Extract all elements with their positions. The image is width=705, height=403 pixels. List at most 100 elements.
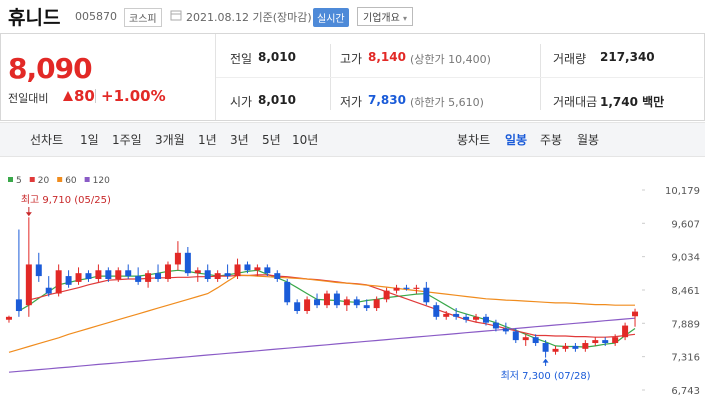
- candle-body: [125, 270, 132, 277]
- period-tab[interactable]: 3년: [230, 133, 249, 147]
- period-tab[interactable]: 3개월: [155, 133, 185, 147]
- stat-label: 거래량: [553, 52, 587, 66]
- candle-body: [522, 337, 529, 341]
- legend-swatch: [84, 177, 90, 182]
- company-info-dropdown[interactable]: 기업개요 ▾: [357, 7, 414, 26]
- stat-label: 거래대금: [553, 95, 598, 109]
- candle-body: [463, 316, 470, 320]
- period-tab[interactable]: 5년: [262, 133, 281, 147]
- candle-body: [492, 322, 499, 329]
- stock-name: 휴니드: [8, 7, 61, 29]
- candle-body: [174, 252, 181, 265]
- chart: 5 20 60 120 6,743 7,316 7,889 8,461 9,034 9,607 10…: [5, 176, 700, 397]
- candle-body: [164, 264, 171, 279]
- candle-body: [65, 276, 72, 285]
- legend-swatch: [8, 177, 13, 182]
- candle-body: [473, 316, 480, 320]
- max-label: 최고 9,710 (05/25): [21, 194, 111, 206]
- divider: [216, 77, 703, 78]
- ma-line: [8, 274, 635, 353]
- candle-body: [363, 305, 370, 309]
- candle-period-tab[interactable]: 월봉: [577, 133, 600, 147]
- candle-body: [622, 325, 629, 338]
- min-arrowhead: [542, 358, 549, 363]
- y-tick-label: 7,316: [671, 353, 700, 364]
- candle-body: [542, 343, 549, 352]
- period-tab[interactable]: 1일: [80, 133, 99, 147]
- tab-label: 선차트: [30, 133, 64, 147]
- change-amount: 80: [74, 87, 95, 105]
- period-tab[interactable]: 1년: [198, 133, 217, 147]
- tab-bar: [0, 122, 705, 157]
- stat-value: 8,010: [258, 93, 296, 107]
- candle-body: [5, 316, 12, 320]
- candle-body: [184, 252, 191, 274]
- stock-code: 005870: [75, 10, 117, 23]
- candle-body: [284, 281, 291, 303]
- candle-body: [582, 343, 589, 349]
- legend-label: 120: [93, 176, 110, 186]
- candle-body: [502, 328, 509, 332]
- stat-label: 저가: [340, 95, 363, 109]
- legend-label: 20: [38, 176, 50, 186]
- candle-body: [55, 270, 62, 294]
- stat-note: (하한가 5,610): [410, 96, 484, 109]
- candle-body: [274, 273, 281, 279]
- y-tick-label: 10,179: [665, 186, 700, 197]
- base-date: 2021.08.12 기준(장마감): [186, 11, 312, 24]
- y-tick-label: 9,607: [671, 219, 700, 230]
- y-tick-label: 7,889: [671, 319, 700, 330]
- change-rate: +1.00%: [101, 87, 166, 105]
- candle-body: [453, 313, 460, 317]
- legend-swatch: [29, 177, 35, 182]
- ma-line: [28, 274, 636, 338]
- period-tab[interactable]: 10년: [292, 133, 319, 147]
- candle-body: [75, 273, 82, 282]
- stat-label: 전일: [230, 52, 253, 66]
- tab-label: 봉차트: [457, 133, 491, 147]
- candle-body: [433, 305, 440, 317]
- stat-value: 8,140: [368, 50, 406, 64]
- legend-swatch: [57, 177, 63, 182]
- candle-body: [254, 267, 261, 271]
- y-tick-label: 6,743: [671, 386, 700, 397]
- candle-body: [304, 299, 311, 312]
- candle-body: [155, 273, 162, 279]
- candle-body: [343, 299, 350, 306]
- divider: [95, 89, 96, 103]
- period-tab[interactable]: 1주일: [112, 133, 142, 147]
- candle-body: [393, 287, 400, 291]
- candle-body: [204, 270, 211, 279]
- stat-value: 217,340: [600, 50, 655, 64]
- candle-body: [562, 345, 569, 349]
- min-label: 최저 7,300 (07/28): [501, 370, 591, 382]
- candle-body: [333, 293, 340, 306]
- candle-period-tab[interactable]: 일봉: [505, 133, 528, 147]
- candle-body: [323, 293, 330, 306]
- candle-body: [224, 273, 231, 277]
- candle-body: [383, 290, 390, 300]
- current-price: 8,090: [8, 52, 93, 85]
- candle-body: [234, 264, 241, 277]
- stat-value: 8,010: [258, 50, 296, 64]
- realtime-button[interactable]: 실시간: [313, 8, 349, 27]
- candle-body: [95, 270, 102, 279]
- y-tick-label: 9,034: [671, 253, 700, 264]
- candle-body: [632, 311, 639, 317]
- candle-body: [25, 264, 32, 306]
- candle-body: [244, 264, 251, 271]
- candle-period-tab[interactable]: 주봉: [540, 133, 563, 147]
- stat-value: 7,830: [368, 93, 406, 107]
- candle-body: [482, 316, 489, 323]
- stat-label: 고가: [340, 52, 363, 66]
- legend-label: 5: [16, 176, 22, 186]
- candle-body: [15, 299, 22, 312]
- candle-body: [135, 276, 142, 282]
- candle-body: [214, 273, 221, 279]
- divider: [215, 34, 216, 120]
- stat-value: 1,740 백만: [600, 95, 665, 109]
- company-info-label: 기업개요: [363, 13, 400, 24]
- candle-body: [602, 340, 609, 344]
- candle-body: [35, 264, 42, 277]
- candle-body: [45, 287, 52, 294]
